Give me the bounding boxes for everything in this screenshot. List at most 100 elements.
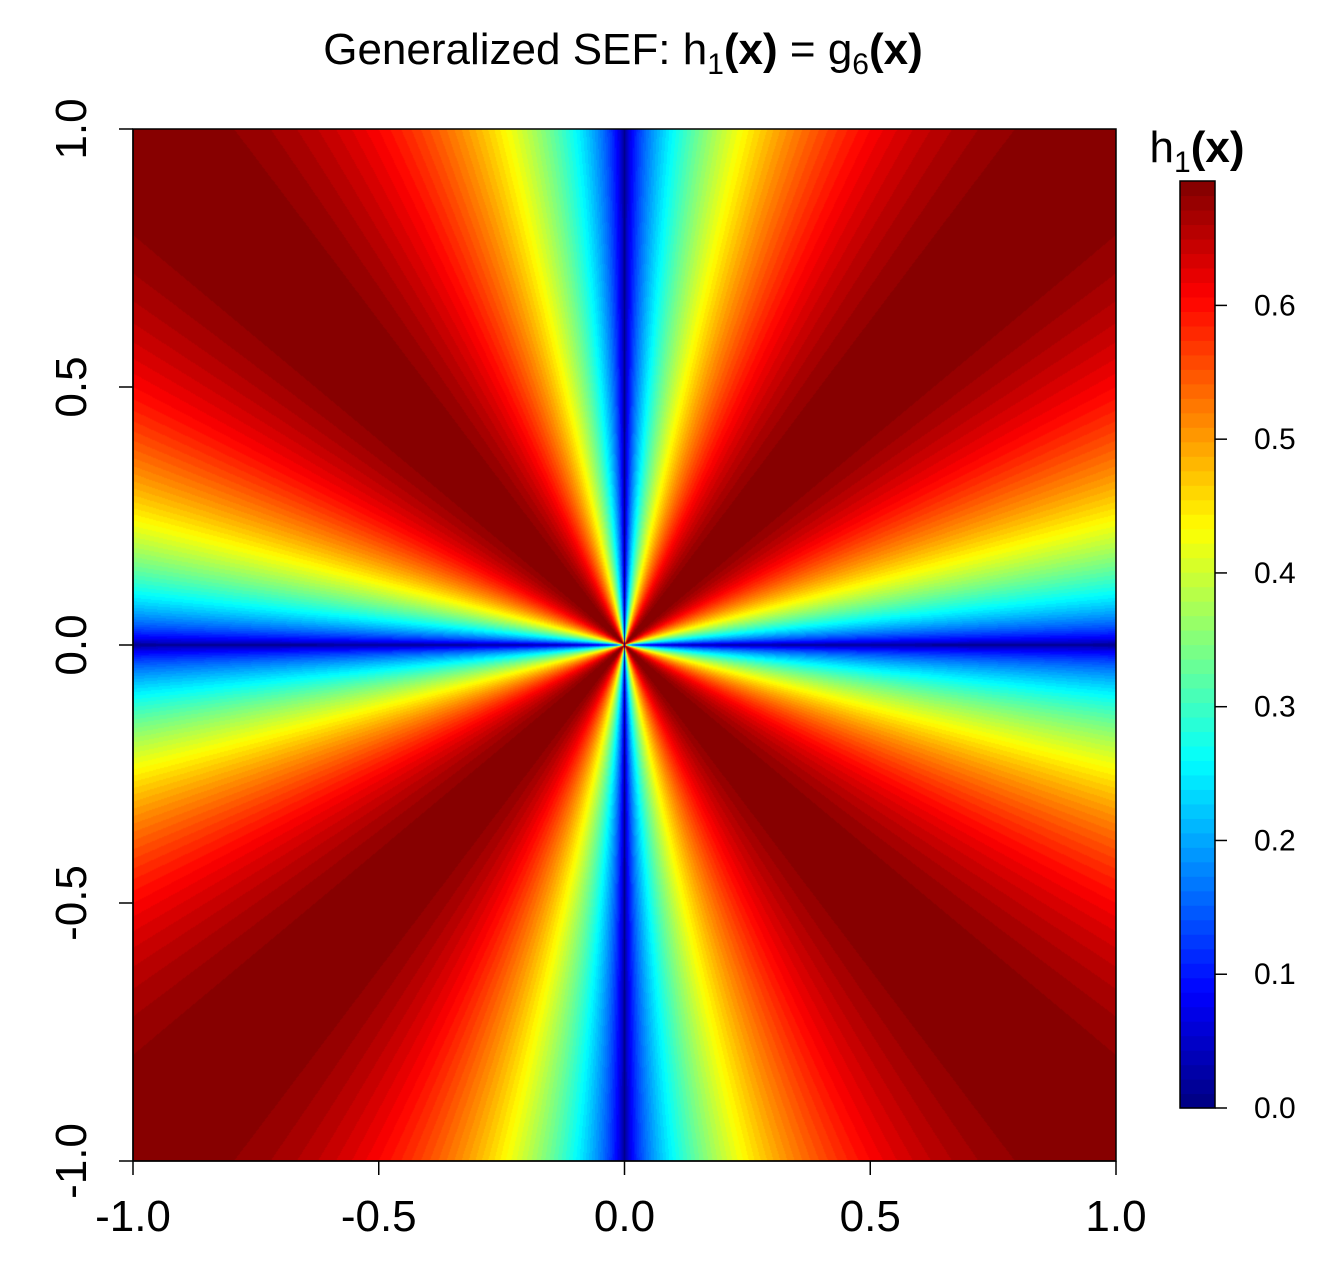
heatmap-canvas (133, 129, 1116, 1161)
title-paren-open-2: ( (869, 25, 884, 74)
colorbar-swatch (1180, 267, 1215, 283)
colorbar-swatch (1180, 181, 1215, 197)
title-bold-x-1: x (739, 25, 764, 74)
colorbar (1180, 181, 1215, 1109)
colorbar-swatch (1180, 398, 1215, 414)
colorbar-swatch (1180, 427, 1215, 443)
colorbar-title-paren-close: ) (1230, 123, 1245, 172)
colorbar-tick-label: 0.4 (1254, 557, 1296, 590)
colorbar-tick-label: 0.1 (1254, 958, 1296, 991)
colorbar-swatch (1180, 702, 1215, 718)
colorbar-swatch (1180, 630, 1215, 646)
colorbar-swatch (1180, 818, 1215, 834)
colorbar-title: h1(x) (1150, 123, 1245, 179)
colorbar-title-bold-x: x (1205, 123, 1230, 172)
x-tick-label: -0.5 (341, 1192, 417, 1241)
y-tick-label: 0.0 (47, 614, 96, 675)
colorbar-swatch (1180, 470, 1215, 486)
title-bold-x-2: x (884, 25, 909, 74)
colorbar-swatch (1180, 528, 1215, 544)
title-text-1: Generalized SEF: h (323, 25, 707, 74)
colorbar-swatch (1180, 876, 1215, 892)
colorbar-swatch (1180, 658, 1215, 675)
colorbar-swatch (1180, 745, 1215, 761)
colorbar-tick-label: 0.5 (1254, 423, 1296, 456)
colorbar-tick-label: 0.3 (1254, 691, 1296, 724)
colorbar-swatch (1180, 441, 1215, 457)
title-subscript-1: 1 (707, 48, 724, 81)
colorbar-swatch (1180, 1064, 1215, 1080)
colorbar-swatch (1180, 1006, 1215, 1022)
colorbar-swatch (1180, 847, 1215, 863)
colorbar-swatch (1180, 687, 1215, 704)
colorbar-swatch (1180, 760, 1215, 776)
chart-title: Generalized SEF: h1(x) = g6(x) (323, 25, 923, 81)
colorbar-swatch (1180, 586, 1215, 602)
y-axis: -1.0 -0.5 0.0 0.5 1.0 (47, 98, 134, 1199)
colorbar-swatch (1180, 543, 1215, 559)
x-tick-label: 0.0 (594, 1192, 655, 1241)
heatmap-area-wrapper (133, 129, 1116, 1161)
colorbar-swatch (1180, 282, 1215, 298)
colorbar-swatch (1180, 354, 1215, 370)
colorbar-swatch (1180, 615, 1215, 631)
colorbar-swatch (1180, 1050, 1215, 1066)
colorbar-swatch (1180, 311, 1215, 327)
colorbar-swatch (1180, 412, 1215, 428)
x-tick-label: 0.5 (840, 1192, 901, 1241)
y-tick-label: 0.5 (47, 356, 96, 417)
y-tick-label: -0.5 (47, 865, 96, 941)
colorbar-swatch (1180, 948, 1215, 964)
colorbar-swatch (1180, 963, 1215, 979)
colorbar-swatch (1180, 557, 1215, 573)
x-tick-label: 1.0 (1085, 1192, 1146, 1241)
colorbar-swatch (1180, 905, 1215, 921)
colorbar-swatch (1180, 992, 1215, 1008)
colorbar-swatch (1180, 325, 1215, 341)
colorbar-ticks: 0.0 0.1 0.2 0.3 0.4 0.5 0.6 (1215, 289, 1296, 1125)
colorbar-swatch (1180, 644, 1215, 660)
colorbar-title-paren-open: ( (1191, 123, 1206, 172)
colorbar-swatch (1180, 369, 1215, 385)
colorbar-swatch (1180, 934, 1215, 950)
colorbar-swatch (1180, 383, 1215, 399)
colorbar-swatch (1180, 774, 1215, 790)
colorbar-swatch (1180, 601, 1215, 617)
colorbar-swatch (1180, 209, 1215, 226)
colorbar-swatch (1180, 890, 1215, 906)
colorbar-title-subscript: 1 (1174, 146, 1191, 179)
colorbar-swatch (1180, 731, 1215, 747)
colorbar-swatch (1180, 499, 1215, 515)
colorbar-swatch (1180, 485, 1215, 501)
colorbar-swatch (1180, 861, 1215, 877)
colorbar-frame (1179, 180, 1216, 1109)
x-axis: -1.0 -0.5 0.0 0.5 1.0 (95, 1160, 1147, 1241)
colorbar-swatch (1180, 803, 1215, 819)
colorbar-swatch (1180, 296, 1215, 312)
colorbar-swatch (1180, 340, 1215, 356)
title-subscript-2: 6 (852, 48, 869, 81)
title-paren-close-1: ) (763, 25, 778, 74)
colorbar-tick-label: 0.2 (1254, 824, 1296, 857)
colorbar-tick-label: 0.6 (1254, 289, 1296, 322)
colorbar-swatch (1180, 253, 1215, 269)
colorbar-swatch (1180, 977, 1215, 993)
colorbar-swatch (1180, 224, 1215, 240)
title-text-2: = g (778, 25, 853, 74)
y-tick-label: -1.0 (47, 1123, 96, 1199)
title-paren-open-1: ( (724, 25, 739, 74)
colorbar-swatch (1180, 1021, 1215, 1037)
colorbar-swatch (1180, 456, 1215, 472)
colorbar-swatch (1180, 514, 1215, 530)
colorbar-swatch (1180, 1093, 1215, 1109)
colorbar-swatch (1180, 716, 1215, 733)
colorbar-swatch (1180, 195, 1215, 211)
colorbar-swatch (1180, 572, 1215, 588)
colorbar-swatch (1180, 1035, 1215, 1051)
x-tick-label: -1.0 (95, 1192, 171, 1241)
colorbar-title-text: h (1150, 123, 1174, 172)
colorbar-swatch (1180, 238, 1215, 255)
colorbar-swatch (1180, 832, 1215, 848)
colorbar-swatch (1180, 1079, 1215, 1095)
